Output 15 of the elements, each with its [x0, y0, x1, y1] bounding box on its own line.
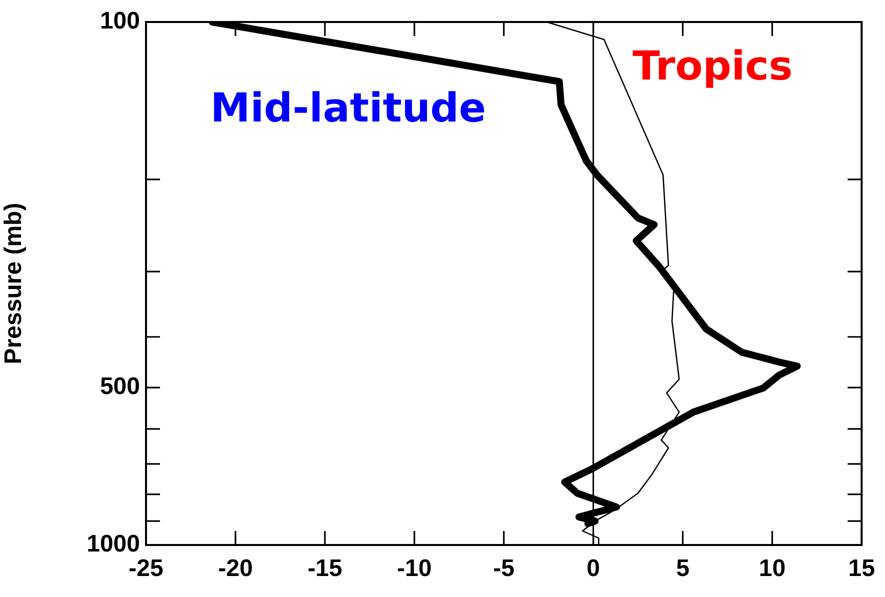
legend-label: Tropics — [632, 43, 793, 90]
y-tick-label: 1000 — [86, 530, 140, 558]
x-tick-label: 0 — [586, 555, 600, 582]
y-axis-title: Pressure (mb) — [0, 202, 28, 364]
y-tick-label: 500 — [100, 373, 140, 400]
x-tick-label: -15 — [308, 555, 342, 582]
x-tick-label: 15 — [848, 555, 876, 582]
y-tick-label: 100 — [100, 8, 140, 35]
x-tick-label: -20 — [218, 555, 253, 582]
x-tick-label: 10 — [758, 555, 786, 582]
x-tick-label: 5 — [676, 555, 690, 582]
series-label: Mid-latitude — [210, 85, 486, 132]
x-tick-label: -5 — [493, 555, 514, 582]
x-tick-label: -25 — [128, 555, 164, 582]
x-tick-label: -10 — [397, 555, 432, 582]
